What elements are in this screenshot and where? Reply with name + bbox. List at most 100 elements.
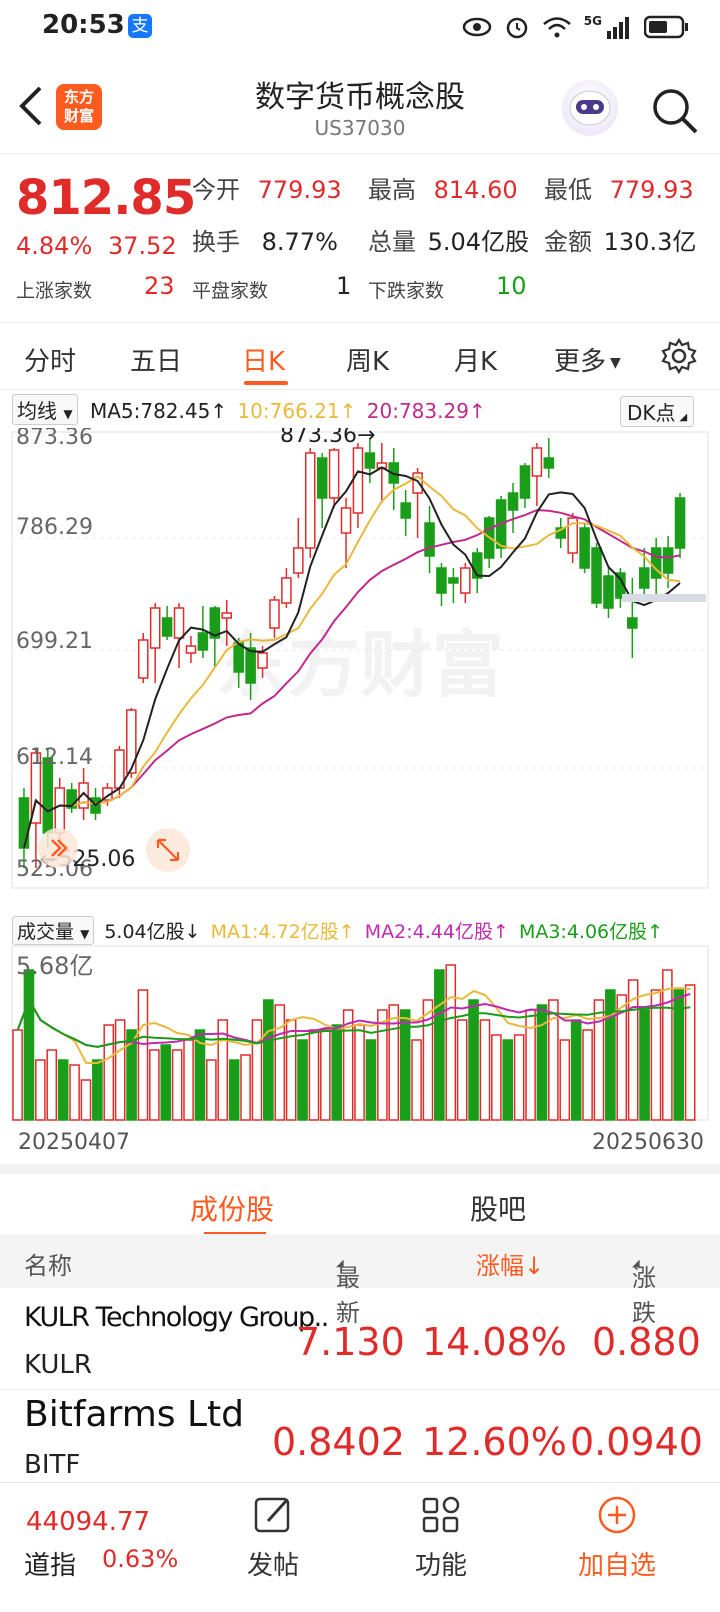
wifi-icon (542, 17, 571, 38)
volume-bar (570, 1019, 582, 1121)
tab-five-day[interactable]: 五日 (130, 347, 183, 377)
candle-body (460, 567, 471, 594)
candle-body (555, 527, 567, 539)
date-end: 20250630 (592, 1130, 704, 1155)
candle-body (78, 782, 89, 809)
change-percent: 4.84% (16, 232, 93, 260)
double-chevron-icon (51, 839, 68, 857)
back-icon[interactable] (14, 84, 50, 128)
volume-bar (251, 1019, 263, 1121)
tab-constituents[interactable]: 成份股 (190, 1193, 275, 1226)
volume-bar (605, 989, 616, 1121)
post-button[interactable]: 发帖 (218, 1493, 328, 1582)
table-header: 名称 最新 ◢ 涨幅↓ 涨跌 ◢ (0, 1234, 720, 1327)
volume-bar (114, 1019, 126, 1121)
candle-body (543, 457, 555, 469)
edit-icon (254, 1497, 290, 1533)
volume-legend: 成交量 ▼ 5.04亿股↓ MA1:4.72亿股↑ MA2:4.44亿股↑ MA… (12, 916, 663, 945)
tab-forum[interactable]: 股吧 (470, 1193, 527, 1226)
down-count-label: 下跌家数 (368, 280, 445, 302)
volume-bar (23, 969, 35, 1121)
index-code: US37030 (314, 116, 406, 140)
volume-bar (137, 989, 149, 1121)
stock-change: 0.880 (592, 1320, 701, 1364)
volume-bar (559, 1039, 571, 1121)
expand-left-button[interactable] (38, 828, 78, 868)
candle-body (627, 617, 638, 629)
volume-bar (183, 1039, 194, 1121)
volume-bar (502, 1039, 514, 1121)
candle-body (603, 575, 614, 609)
volume-bar (650, 989, 662, 1121)
volume-bar (274, 1004, 286, 1121)
candle-body (173, 607, 185, 639)
candle-body (257, 652, 268, 669)
volume-bar (35, 1059, 46, 1121)
candle-body (126, 709, 137, 774)
grid-apps-icon (422, 1496, 460, 1533)
col-change-percent[interactable]: 涨幅↓ (476, 1252, 545, 1280)
ma10-line (23, 474, 681, 849)
volume-value: 5.04亿股↓ (104, 921, 201, 943)
price-axis-label: 699.21 (16, 629, 93, 654)
amount-stat: 金额 130.3亿 (544, 228, 697, 256)
volume-bar (126, 1029, 137, 1121)
table-row[interactable]: Bitfarms Ltd BITF 0.8402 12.60% 0.0940 (0, 1390, 720, 1490)
expand-icon (156, 838, 180, 862)
indicator-select[interactable]: 成交量 ▼ (12, 916, 95, 945)
tab-intraday[interactable]: 分时 (24, 347, 77, 377)
signal-icon (607, 17, 629, 39)
tab-more[interactable]: 更多 ▼ (554, 347, 621, 377)
dk-point-toggle[interactable]: DK点 ◢ (620, 396, 695, 427)
plus-circle-icon (598, 1496, 636, 1534)
add-watchlist-button[interactable]: 加自选 (562, 1493, 672, 1582)
volume-bar (308, 1029, 320, 1121)
volume-chart[interactable]: 5.68亿 (0, 944, 720, 1124)
volume-bar (92, 1059, 103, 1121)
candle-body (137, 639, 149, 679)
change-amount: 37.52 (108, 232, 177, 260)
candle-body (304, 452, 316, 549)
candle-body (638, 567, 650, 589)
volume-bars (12, 964, 696, 1121)
candle-body (424, 522, 435, 557)
assistant-robot-icon[interactable] (562, 80, 618, 136)
volume-bar (377, 1009, 388, 1121)
ma-select[interactable]: 均线 ▼ (12, 394, 78, 425)
candle-body (316, 457, 328, 499)
settings-gear-icon[interactable] (660, 337, 698, 375)
volume-bar (548, 999, 559, 1121)
volume-bar (445, 964, 457, 1121)
candle-body (567, 517, 578, 554)
candlestick-chart[interactable]: 东方财富 873.36 786.29 699.21 612.14 525.06 … (0, 428, 720, 908)
stock-change-percent: 12.60% (422, 1420, 567, 1464)
candle-body (221, 612, 233, 619)
period-tabs: 分时 五日 日K 周K 月K 更多 ▼ (0, 322, 720, 390)
candle-body (149, 607, 161, 649)
volume-bar (639, 1009, 650, 1121)
stock-name: KULR Technology Group.. (24, 1302, 329, 1333)
volume-bar (422, 999, 434, 1121)
vol-ma1-line (16, 986, 691, 1064)
flat-count: 1 (336, 272, 352, 300)
candle-body (448, 577, 459, 584)
stock-change: 0.0940 (570, 1420, 703, 1464)
volume-bar (331, 1024, 343, 1121)
candle-body (328, 449, 340, 499)
candle-body (650, 547, 662, 579)
volume-bar (593, 999, 605, 1121)
tab-monthly-k[interactable]: 月K (454, 347, 498, 377)
tab-daily-k[interactable]: 日K (242, 347, 286, 377)
index-name: 道指 (24, 1551, 77, 1581)
volume-stat: 总量 5.04亿股 (368, 228, 530, 256)
tab-weekly-k[interactable]: 周K (346, 347, 390, 377)
candle-body (233, 642, 244, 673)
candle-body (531, 447, 543, 477)
search-icon[interactable] (650, 86, 700, 136)
volume-bar (297, 1039, 308, 1121)
page-title: 数字货币概念股 (255, 80, 465, 115)
table-row[interactable]: KULR Technology Group.. KULR 7.130 14.08… (0, 1290, 720, 1390)
chart-frame (11, 431, 709, 889)
functions-button[interactable]: 功能 (386, 1493, 496, 1582)
volume-bar (160, 1044, 172, 1121)
